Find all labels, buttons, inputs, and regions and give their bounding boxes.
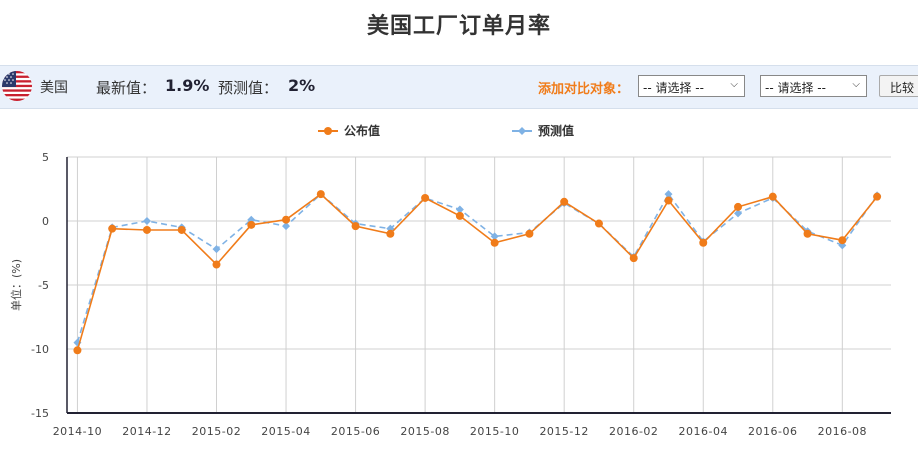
data-point-published xyxy=(490,238,499,247)
legend-marker-forecast xyxy=(518,127,526,135)
series-line-published xyxy=(76,193,878,351)
data-point-published xyxy=(699,238,708,247)
data-point-forecast xyxy=(455,205,464,214)
compare-select-2-value: -- 请选择 -- xyxy=(765,81,826,95)
latest-value: 1.9% xyxy=(165,76,210,95)
us-flag-icon xyxy=(2,71,32,101)
data-point-published xyxy=(525,229,534,238)
compare-label: 添加对比对象： xyxy=(538,82,630,97)
data-point-forecast xyxy=(734,209,743,218)
x-tick-label: 2016-02 xyxy=(609,425,658,438)
compare-select-1-value: -- 请选择 -- xyxy=(643,81,704,95)
data-point-published xyxy=(560,197,569,206)
data-point-published xyxy=(734,202,743,211)
x-tick-label: 2014-12 xyxy=(122,425,171,438)
country-name: 美国 xyxy=(40,80,68,96)
chevron-down-icon: ⌵ xyxy=(852,79,860,90)
y-tick-label: 5 xyxy=(42,151,49,164)
x-tick-label: 2016-04 xyxy=(679,425,728,438)
forecast-value: 2% xyxy=(288,76,316,95)
data-point-published xyxy=(177,225,186,234)
x-tick-label: 2015-02 xyxy=(192,425,241,438)
x-tick-label: 2016-06 xyxy=(748,425,797,438)
y-tick-label: 0 xyxy=(42,215,49,228)
x-tick-label: 2014-10 xyxy=(53,425,102,438)
legend-label-published: 公布值 xyxy=(344,123,380,138)
data-point-forecast xyxy=(664,190,673,199)
data-point-published xyxy=(108,224,117,233)
data-point-published xyxy=(873,192,882,201)
legend-label-forecast: 预测值 xyxy=(538,123,574,138)
compare-select-2[interactable]: -- 请选择 -- ⌵ xyxy=(760,75,867,97)
data-point-published xyxy=(838,236,847,245)
x-tick-label: 2015-12 xyxy=(539,425,588,438)
y-tick-label: -10 xyxy=(31,343,49,356)
latest-value-label: 最新值： xyxy=(96,79,157,97)
y-axis-label: 单位：(%) xyxy=(9,259,23,311)
data-point-published xyxy=(768,192,777,201)
data-point-forecast xyxy=(212,245,221,254)
x-tick-label: 2015-04 xyxy=(261,425,310,438)
data-point-forecast xyxy=(490,232,499,241)
forecast-value-label: 预测值： xyxy=(218,79,279,97)
data-point-published xyxy=(421,193,430,202)
info-bar: 美国 最新值： 1.9% 预测值： 2% 添加对比对象： -- 请选择 -- ⌵… xyxy=(0,65,918,109)
data-point-published xyxy=(386,229,395,238)
data-point-published xyxy=(142,225,151,234)
data-point-forecast xyxy=(282,222,291,231)
data-point-published xyxy=(351,222,360,231)
data-point-forecast xyxy=(142,217,151,225)
legend-marker-published xyxy=(324,127,332,135)
page-title: 美国工厂订单月率 xyxy=(366,14,551,39)
data-point-published xyxy=(803,229,812,238)
data-point-published xyxy=(212,260,221,269)
x-tick-label: 2015-06 xyxy=(331,425,380,438)
data-point-published xyxy=(282,215,291,224)
compare-select-1[interactable]: -- 请选择 -- ⌵ xyxy=(638,75,745,97)
x-tick-label: 2016-08 xyxy=(818,425,867,438)
data-point-published xyxy=(594,219,603,228)
data-point-published xyxy=(629,254,638,263)
x-tick-label: 2015-10 xyxy=(470,425,519,438)
x-tick-label: 2015-08 xyxy=(400,425,449,438)
data-point-published xyxy=(316,190,325,199)
data-point-published xyxy=(664,196,673,205)
chevron-down-icon: ⌵ xyxy=(730,79,738,90)
data-point-published xyxy=(455,211,464,220)
data-point-published xyxy=(247,220,256,229)
compare-button[interactable]: 比较 xyxy=(879,75,918,97)
y-tick-label: -15 xyxy=(31,407,49,420)
series-line-forecast xyxy=(76,192,878,343)
data-point-published xyxy=(73,346,82,355)
y-tick-label: -5 xyxy=(38,279,49,292)
